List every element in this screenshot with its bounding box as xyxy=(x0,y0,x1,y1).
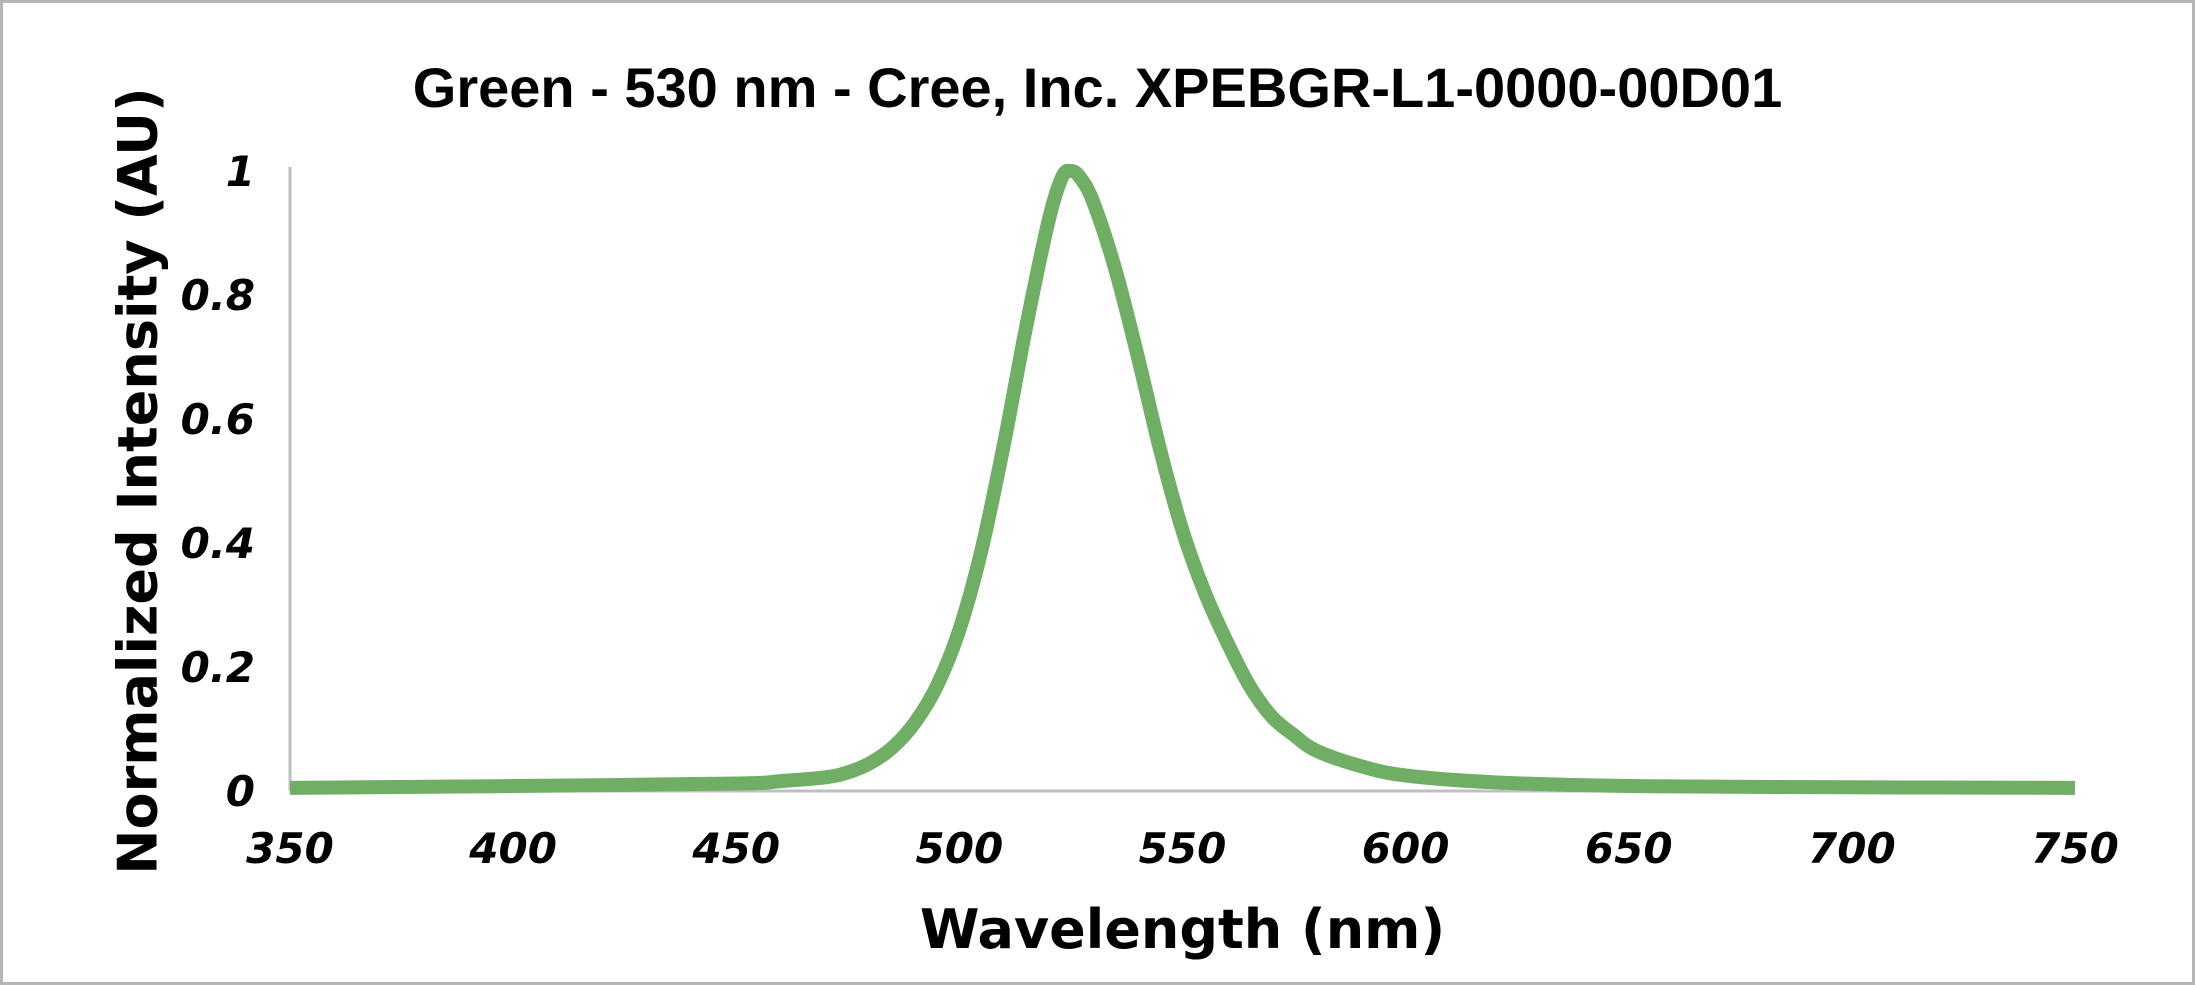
x-axis-label: Wavelength (nm) xyxy=(919,898,1446,961)
x-tick-label: 350 xyxy=(246,824,334,873)
chart-title: Green - 530 nm - Cree, Inc. XPEBGR-L1-00… xyxy=(412,56,1783,119)
x-tick-label: 400 xyxy=(468,824,557,873)
x-tick-label: 600 xyxy=(1362,824,1450,873)
y-tick-label: 0.4 xyxy=(181,519,255,568)
x-tick-label: 700 xyxy=(1808,824,1896,873)
series-line-0 xyxy=(289,163,2076,795)
x-tick-label: 550 xyxy=(1139,824,1227,873)
x-tick-label: 650 xyxy=(1585,824,1673,873)
y-tick-label: 0.2 xyxy=(181,643,255,692)
plot-area: 0 0.2 0.4 0.6 0.8 1 350 400 450 500 550 600 650 700 75… xyxy=(181,147,2119,873)
x-tick-label: 750 xyxy=(2031,824,2119,873)
y-tick-label: 1 xyxy=(226,147,255,196)
y-axis-label: Normalized Intensity (AU) xyxy=(106,87,170,875)
y-tick-label: 0.6 xyxy=(181,395,255,444)
y-tick-label: 0.8 xyxy=(181,271,255,320)
y-tick-label: 0 xyxy=(226,767,255,816)
x-tick-label: 500 xyxy=(916,824,1004,873)
x-tick-label: 450 xyxy=(691,824,780,873)
